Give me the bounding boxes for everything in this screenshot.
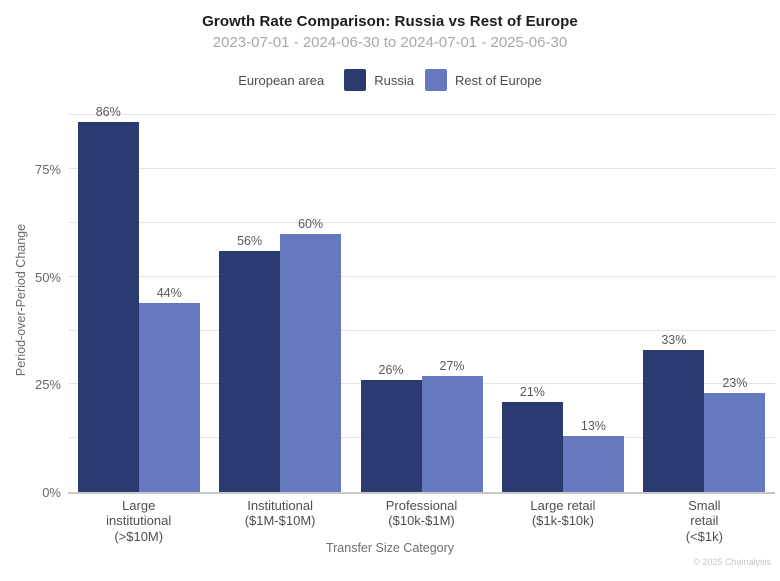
gridline [68,275,775,277]
bar-group: 26% 27% [351,109,492,492]
y-tick-label: 50% [34,269,61,285]
bar-russia[interactable]: 56% [219,234,281,492]
bar-value-label: 86% [95,104,121,119]
x-tick-label: Professional ($10k-$1M) [385,498,458,529]
x-tick-label: Institutional ($1M-$10M) [244,498,316,529]
x-tick-label: Small retail (<$1k) [685,498,723,544]
y-tick-label: 75% [34,162,61,178]
legend: European area Russia Rest of Europe [0,68,780,92]
bar-value-label: 27% [439,358,465,373]
bar-value-label: 33% [661,333,687,347]
gridline [68,168,775,170]
bar-value-label: 13% [580,419,606,434]
legend-swatch-russia [344,69,367,91]
bar-rest-of-europe[interactable]: 13% [562,419,624,492]
y-tick-label: 0% [42,485,61,500]
bar-value-label: 56% [237,234,263,249]
bar-group: 33% 23% [634,109,775,492]
bar-russia[interactable]: 33% [643,333,705,492]
bar-value-label: 44% [156,285,182,300]
legend-label-russia: Russia [374,72,415,88]
x-axis-ticks: Large institutional (>$10M) Institutional ($… [68,498,775,544]
legend-item-rest-of-europe[interactable]: Rest of Europe [425,69,542,91]
bar-value-label: 23% [722,376,748,391]
bar-russia[interactable]: 86% [77,105,139,492]
bar-rest-of-europe[interactable]: 60% [280,217,342,492]
bar-group: 86% 44% [68,105,209,492]
bar-value-label: 60% [298,216,324,231]
legend-item-russia[interactable]: Russia [344,69,414,91]
bar-group: 21% 13% [492,109,633,492]
bar-group: 56% 60% [209,109,350,492]
chart-subtitle: 2023-07-01 - 2024-06-30 to 2024-07-01 - … [212,34,568,51]
bar-series: 86% 44% 56% 60% 26% 27% 21% 13% 33% 23% [68,105,775,492]
bar-rest-of-europe[interactable]: 44% [138,286,200,492]
gridline [68,222,775,224]
legend-label-rest-of-europe: Rest of Europe [455,72,542,88]
gridline [68,329,775,331]
bar-value-label: 26% [378,363,404,378]
x-tick-label: Large institutional (>$10M) [106,498,172,544]
gridline [68,114,775,116]
x-axis-title: Transfer Size Category [325,541,455,555]
legend-title: European area [238,72,325,88]
y-axis-title: Period-over-Period Change [14,223,28,377]
bar-rest-of-europe[interactable]: 23% [704,376,766,492]
copyright: © 2025 Chainalysis [693,557,771,567]
bar-value-label: 21% [519,384,545,399]
plot-area: 0% 25% 50% 75% 86% 44% 56% 60% 26% 27% 21% 13% 33% 2… [35,105,775,500]
bar-russia[interactable]: 21% [501,385,563,492]
bar-rest-of-europe[interactable]: 27% [421,359,483,492]
bar-russia[interactable]: 26% [360,363,422,492]
x-tick-label: Large retail ($1k-$10k) [530,498,596,529]
chart-title: Growth Rate Comparison: Russia vs Rest o… [202,13,578,30]
legend-swatch-rest-of-europe [425,69,448,91]
y-tick-label: 25% [34,377,61,393]
